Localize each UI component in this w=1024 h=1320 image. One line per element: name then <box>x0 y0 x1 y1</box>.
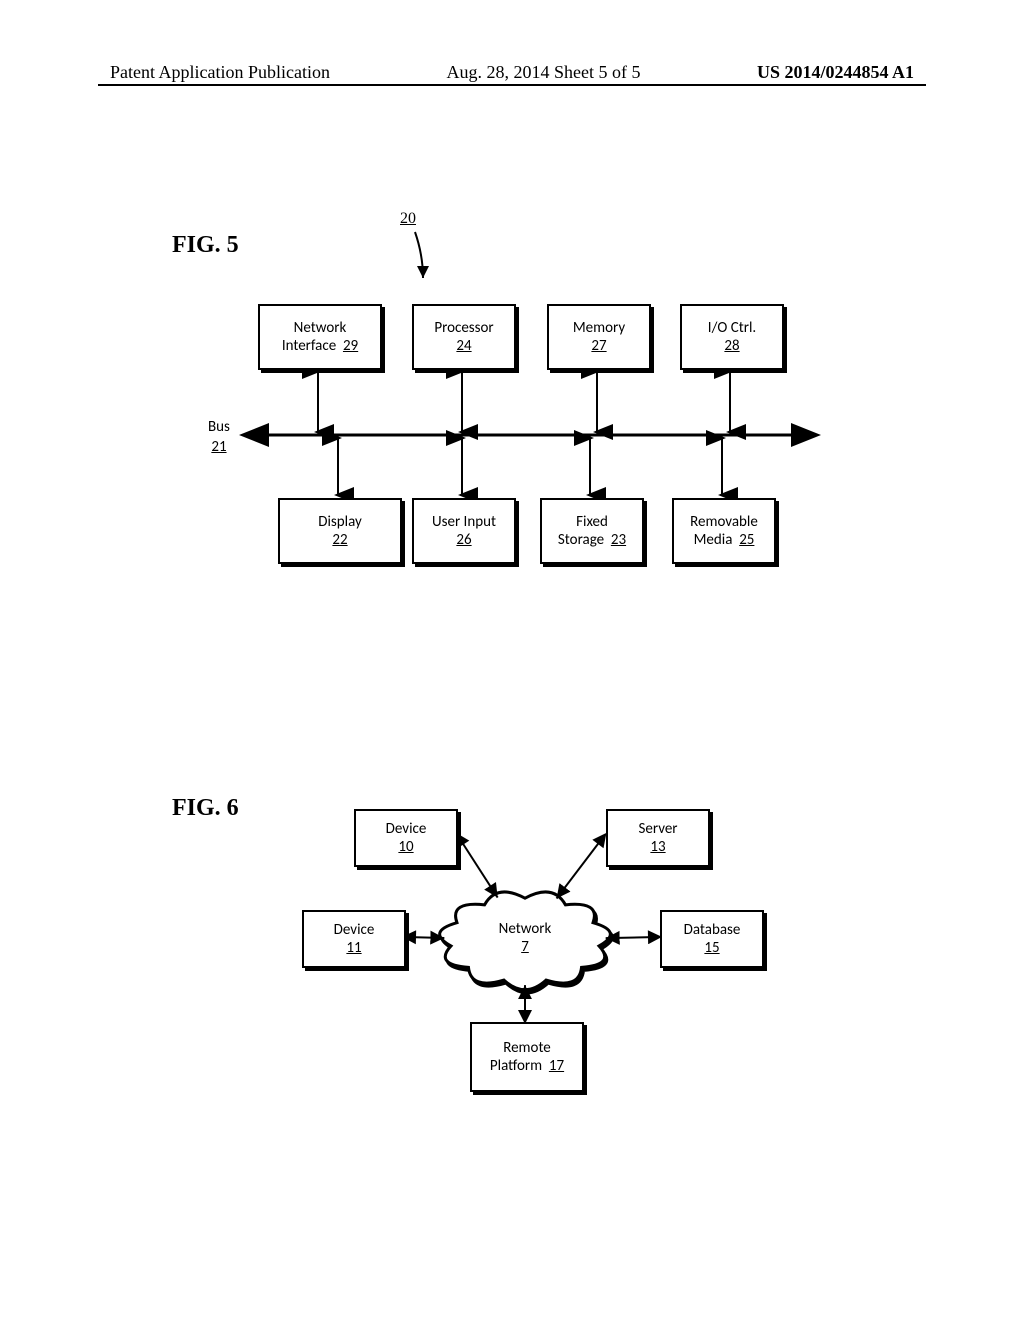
component-box: I/O Ctrl.28 <box>680 304 784 370</box>
component-box: RemovableMedia 25 <box>672 498 776 564</box>
component-box: User Input26 <box>412 498 516 564</box>
component-box: NetworkInterface 29 <box>258 304 382 370</box>
network-cloud: Network 7 <box>480 920 570 956</box>
component-box: Device10 <box>354 809 458 867</box>
fig6-svg <box>0 0 1024 1320</box>
component-box: FixedStorage 23 <box>540 498 644 564</box>
component-box: Processor24 <box>412 304 516 370</box>
cloud-num: 7 <box>521 938 529 956</box>
component-box: RemotePlatform 17 <box>470 1022 584 1092</box>
component-box: Device11 <box>302 910 406 968</box>
component-box: Database15 <box>660 910 764 968</box>
cloud-label-text: Network <box>499 920 552 938</box>
component-box: Server13 <box>606 809 710 867</box>
component-box: Memory27 <box>547 304 651 370</box>
component-box: Display22 <box>278 498 402 564</box>
